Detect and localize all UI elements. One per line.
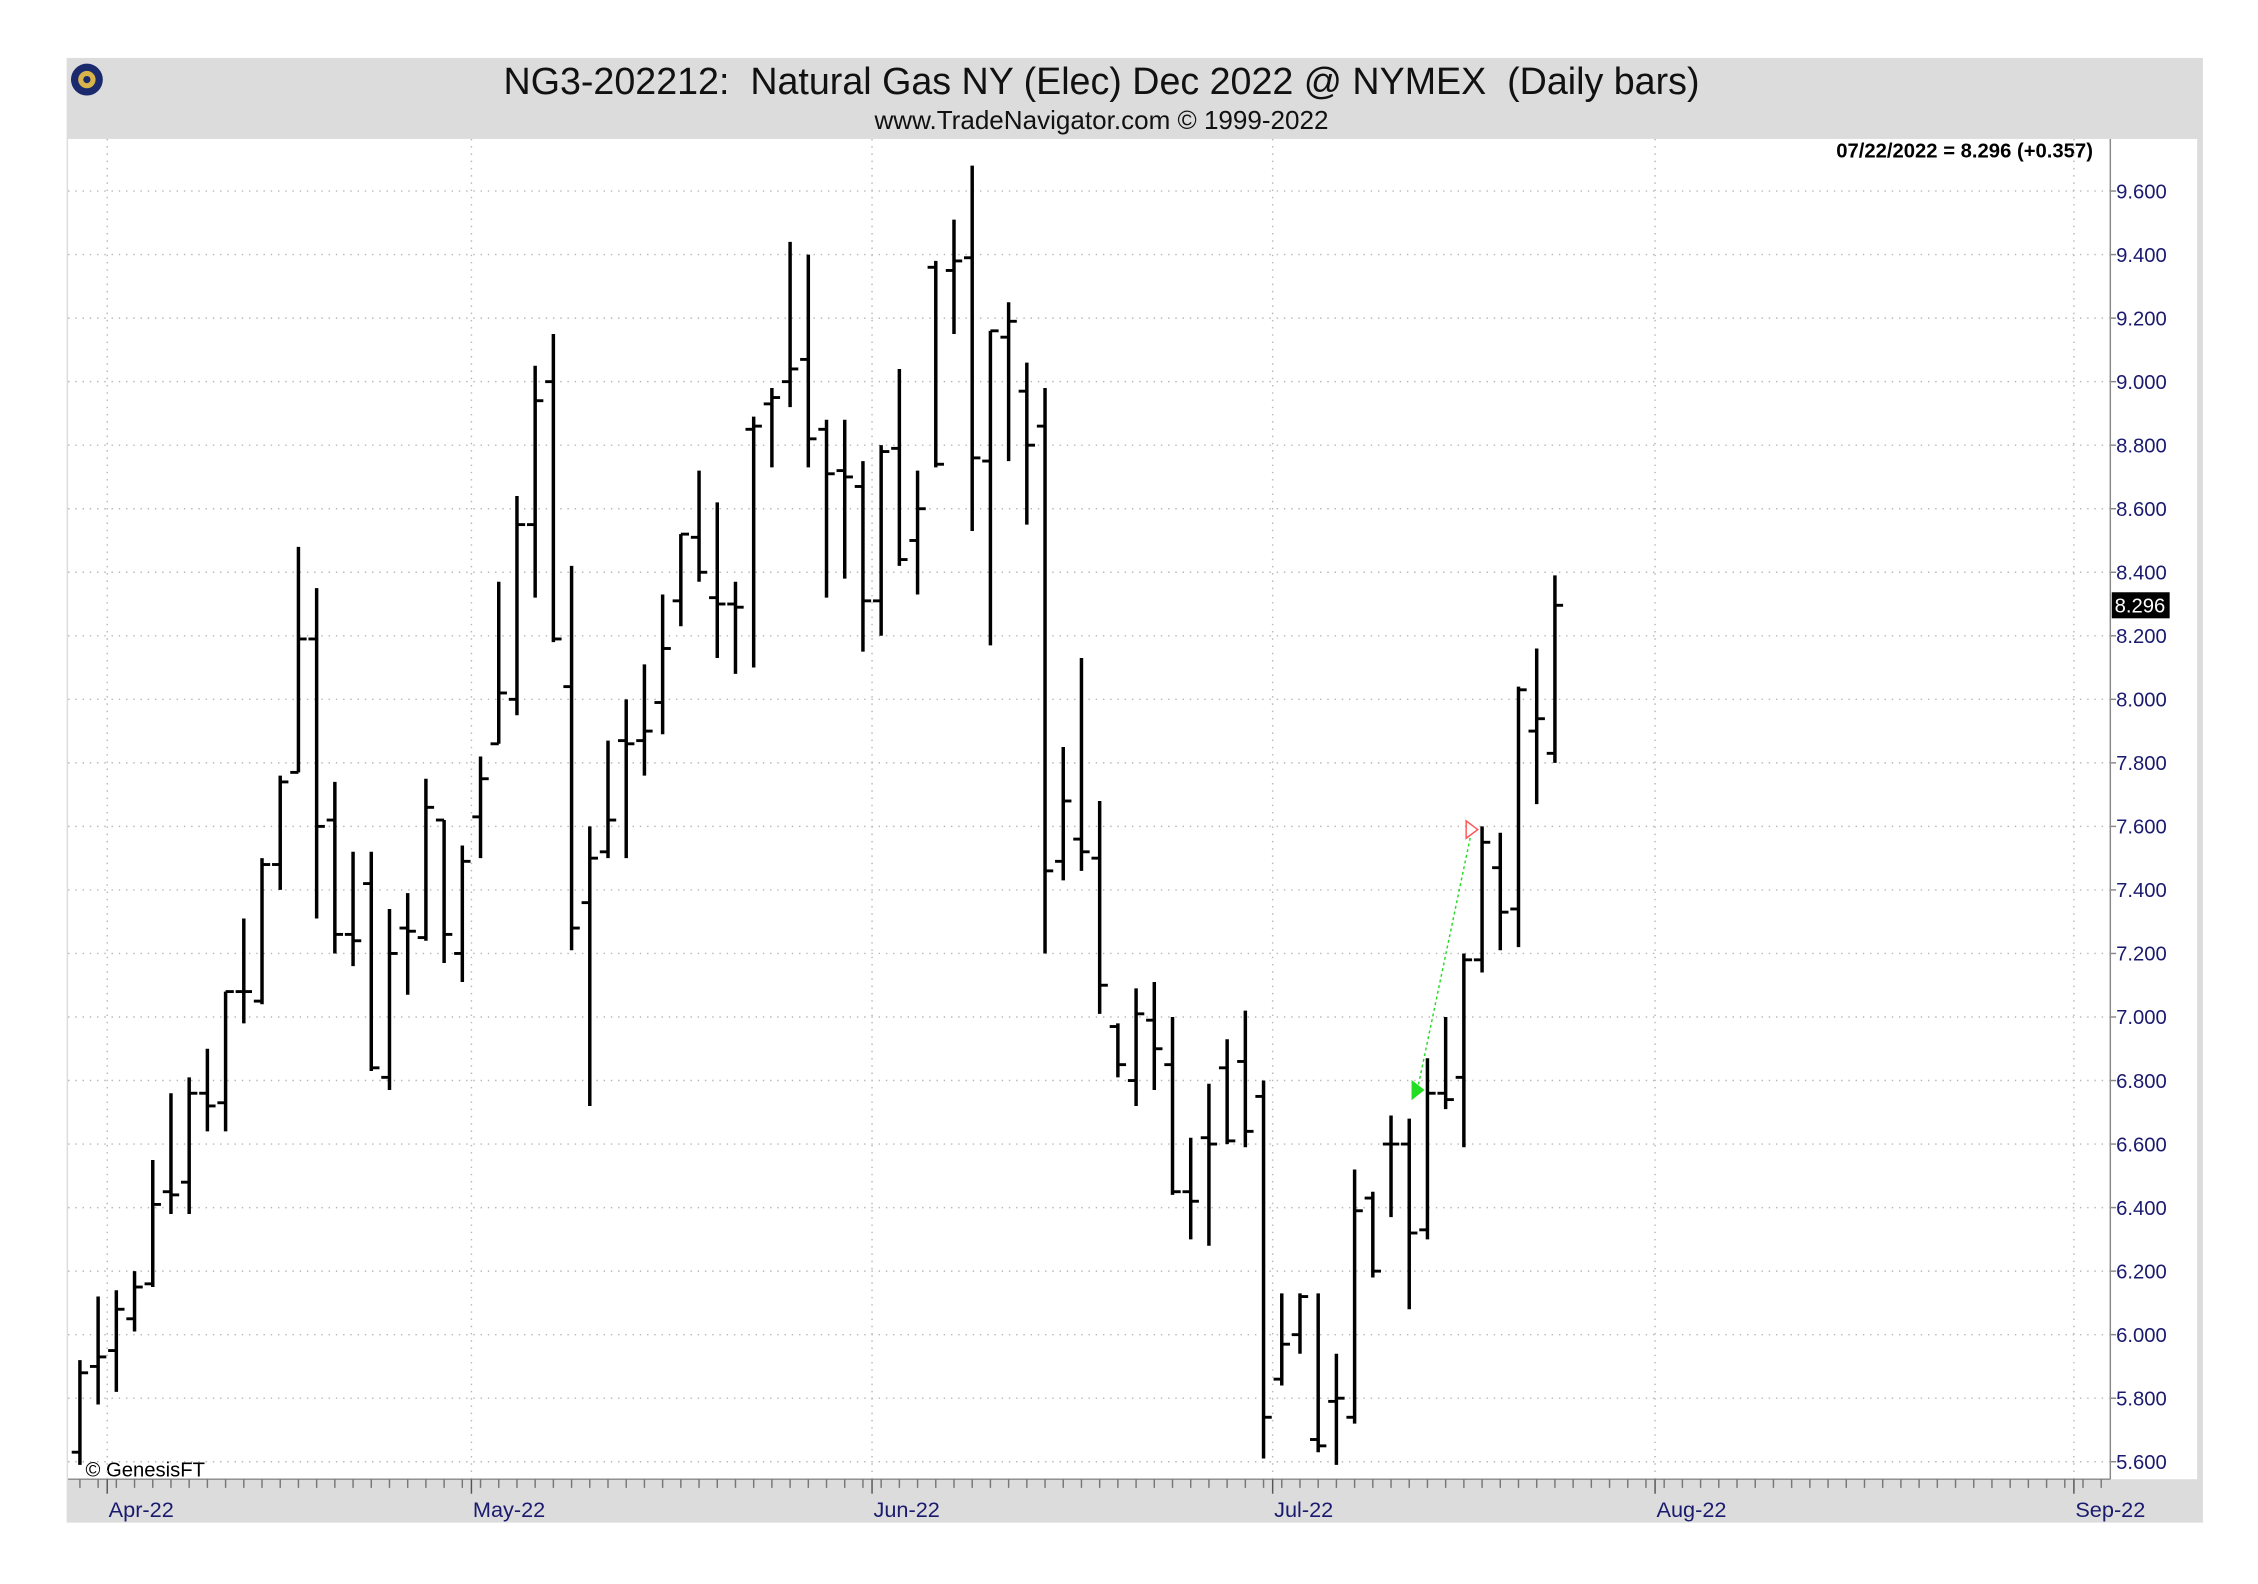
last-price-label: 8.296 bbox=[2115, 596, 2166, 618]
y-tick-label: 9.600 bbox=[2116, 181, 2167, 203]
y-tick-label: 5.600 bbox=[2116, 1452, 2167, 1474]
x-tick-label: Jun-22 bbox=[873, 1497, 939, 1522]
last-price-box bbox=[2111, 592, 2170, 619]
y-tick-label: 9.400 bbox=[2116, 245, 2167, 267]
grid bbox=[68, 138, 2111, 1480]
y-tick-label: 7.400 bbox=[2116, 880, 2167, 902]
plot-background bbox=[68, 138, 2198, 1480]
x-tick-label: Aug-22 bbox=[1657, 1497, 1727, 1522]
y-tick-label: 7.800 bbox=[2116, 753, 2167, 775]
chart-subtitle: www.TradeNavigator.com © 1999-2022 bbox=[873, 105, 1328, 135]
x-tick-label: Sep-22 bbox=[2075, 1497, 2145, 1522]
x-tick-label: Jul-22 bbox=[1274, 1497, 1333, 1522]
axes: 5.600 5.800 6.000 6.200 6.400 6.600 6.800 7.000… bbox=[79, 181, 2170, 1522]
y-tick-label: 7.200 bbox=[2116, 944, 2167, 966]
x-tick-label: Apr-22 bbox=[109, 1497, 174, 1522]
y-tick-label: 5.800 bbox=[2116, 1388, 2167, 1410]
entry-signal bbox=[1411, 1079, 1425, 1101]
credit: © GenesisFT bbox=[85, 1459, 205, 1481]
y-tick-label: 6.200 bbox=[2116, 1261, 2167, 1283]
y-tick-label: 7.000 bbox=[2116, 1007, 2167, 1029]
bars bbox=[71, 165, 1564, 1465]
y-tick-label: 8.400 bbox=[2116, 562, 2167, 584]
y-tick-label: 8.600 bbox=[2116, 499, 2167, 521]
chart-title: NG3-202212: Natural Gas NY (Elec) Dec 20… bbox=[504, 60, 1700, 102]
y-tick-label: 8.000 bbox=[2116, 690, 2167, 712]
y-tick-label: 9.200 bbox=[2116, 308, 2167, 330]
y-tick-label: 6.000 bbox=[2116, 1325, 2167, 1347]
y-tick-label: 6.600 bbox=[2116, 1134, 2167, 1156]
y-tick-label: 8.200 bbox=[2116, 626, 2167, 648]
signal-link bbox=[1416, 829, 1473, 1091]
logo bbox=[70, 63, 103, 96]
y-tick-label: 9.000 bbox=[2116, 372, 2167, 394]
y-tick-label: 6.400 bbox=[2116, 1198, 2167, 1220]
exit-signal bbox=[1465, 819, 1479, 840]
y-tick-label: 7.600 bbox=[2116, 817, 2167, 839]
y-tick-label: 8.800 bbox=[2116, 435, 2167, 457]
last-bar-annotation: 07/22/2022 = 8.296 (+0.357) bbox=[1836, 141, 2093, 163]
y-tick-label: 6.800 bbox=[2116, 1071, 2167, 1093]
x-tick-label: May-22 bbox=[473, 1497, 545, 1522]
